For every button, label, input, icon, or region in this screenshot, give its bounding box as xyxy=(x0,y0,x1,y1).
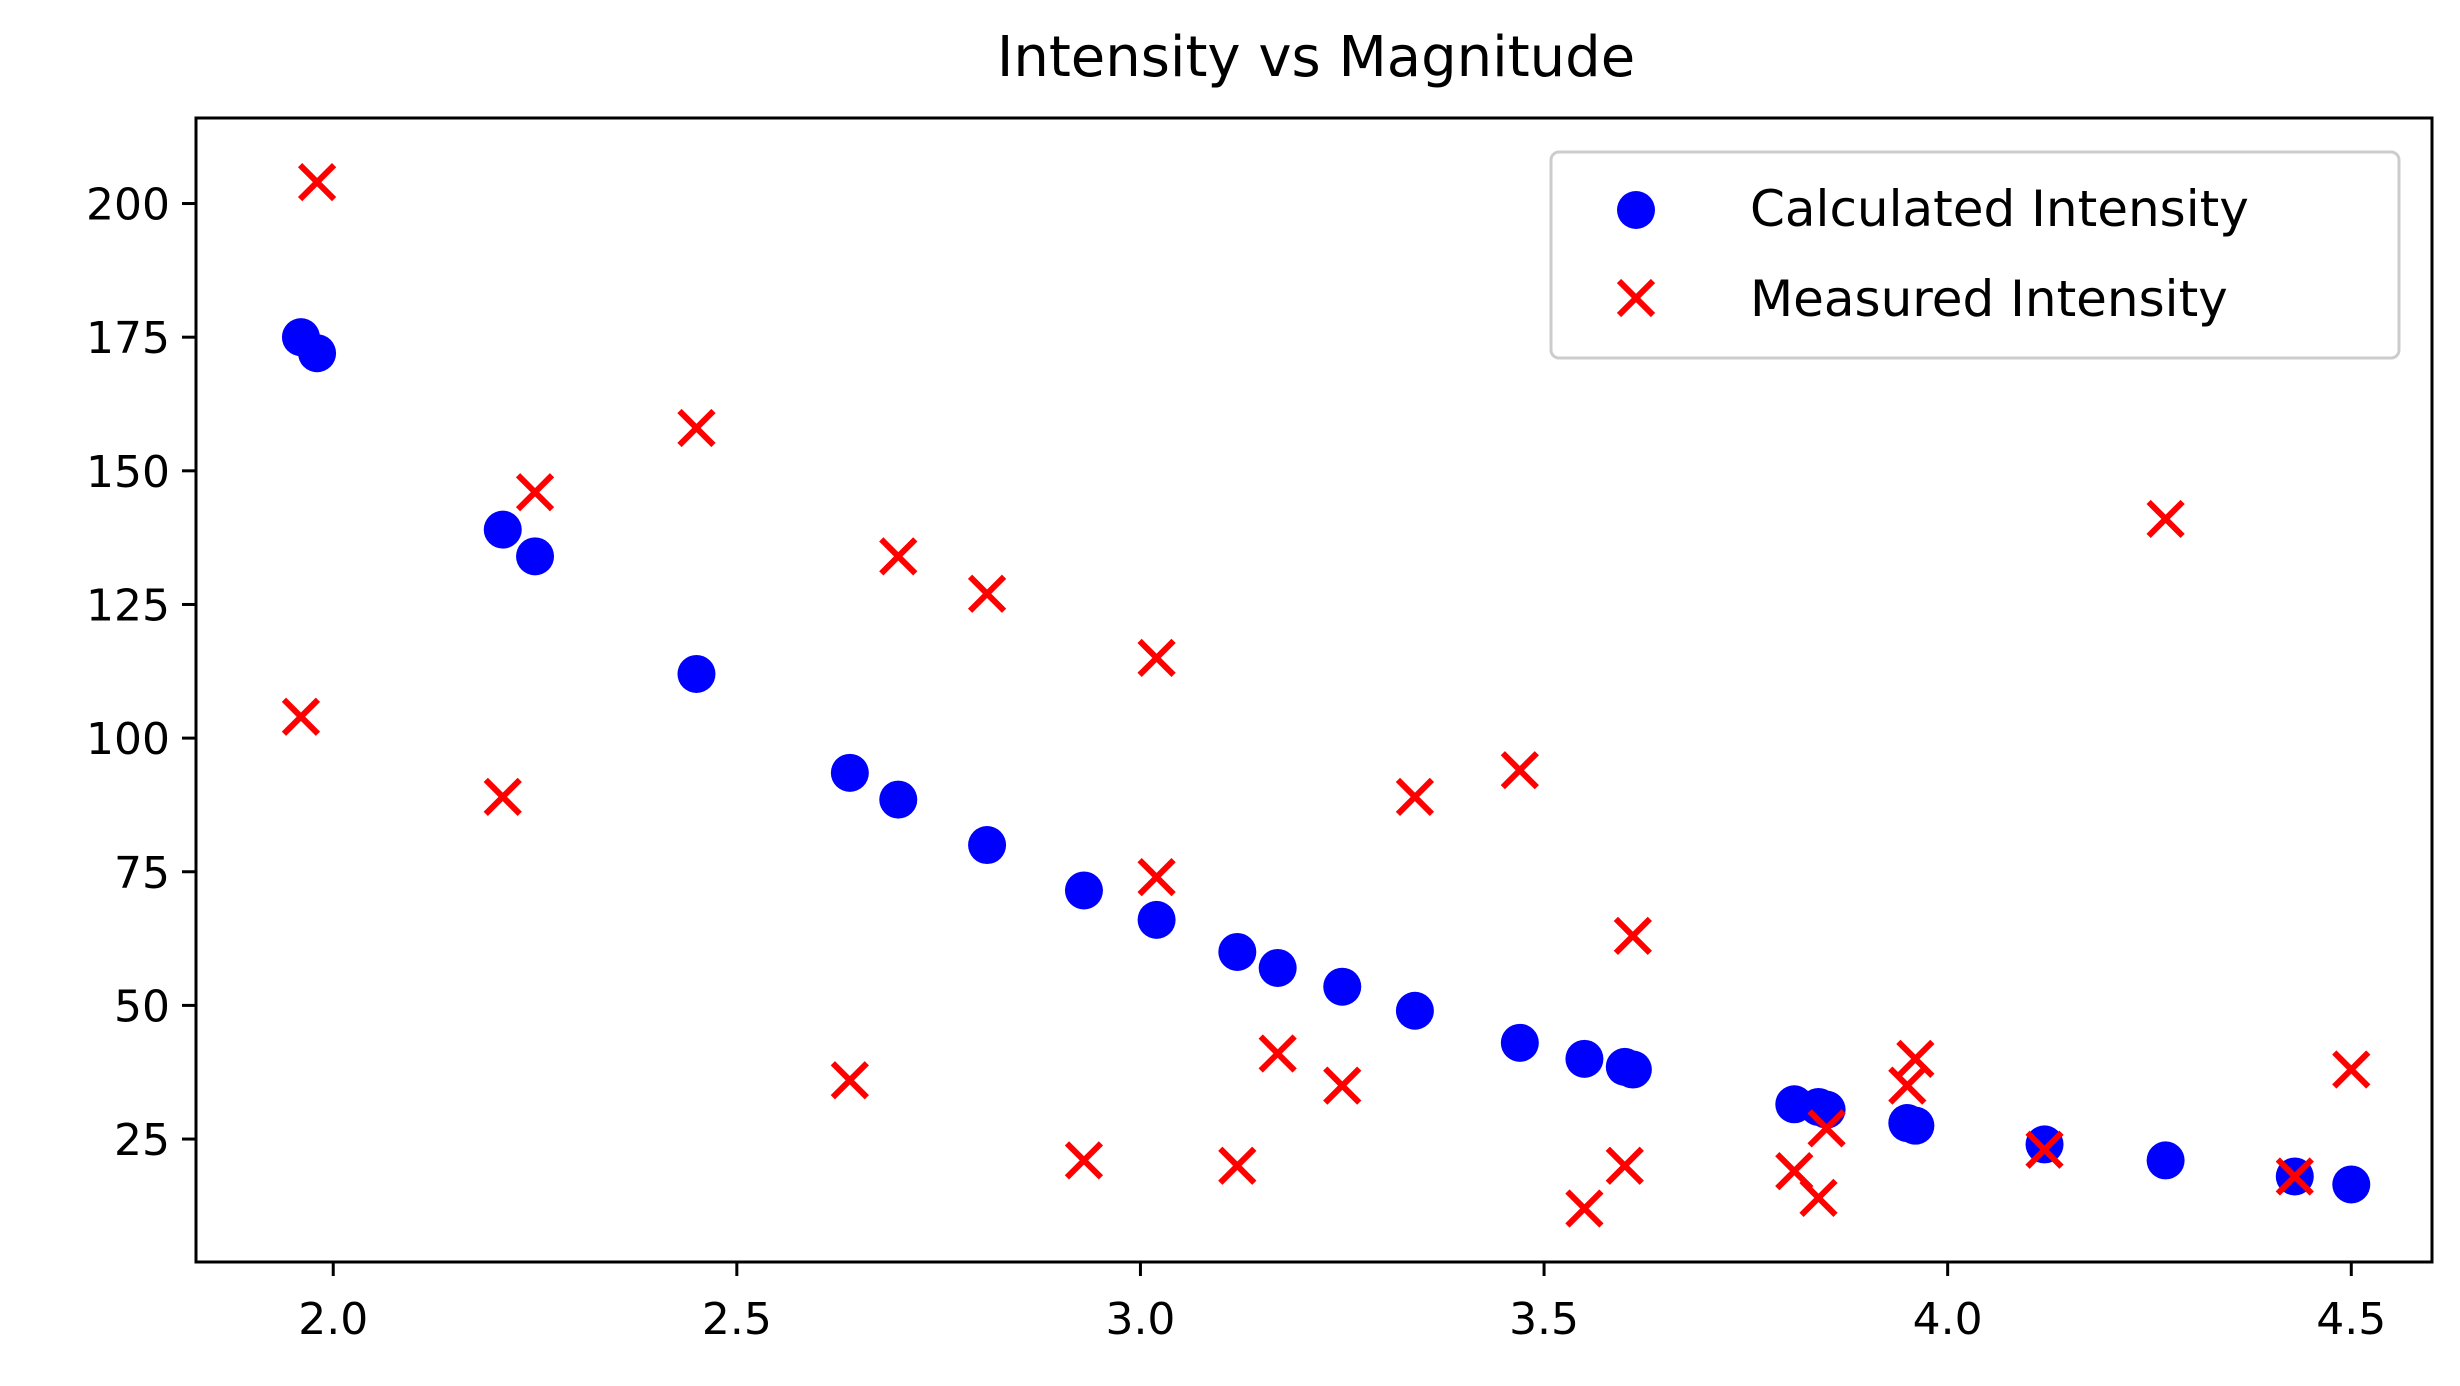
calculated-intensity-point xyxy=(1565,1039,1604,1078)
x-tick-label: 3.5 xyxy=(1509,1294,1579,1345)
calculated-intensity-point xyxy=(298,334,337,373)
measured-intensity-point xyxy=(1565,1189,1604,1228)
calculated-intensity-point xyxy=(1896,1106,1935,1145)
calculated-intensity-point xyxy=(516,537,555,576)
y-tick-label: 75 xyxy=(114,848,170,899)
measured-intensity-point xyxy=(2275,1157,2314,1196)
measured-intensity-point xyxy=(1064,1141,1104,1180)
legend: Calculated Intensity Measured Intensity xyxy=(1549,150,2401,360)
measured-intensity-point xyxy=(1799,1178,1838,1217)
measured-intensity-point xyxy=(1258,1034,1297,1073)
calculated-intensity-point xyxy=(879,780,918,819)
legend-box xyxy=(1549,150,2401,360)
measured-intensity-point xyxy=(1137,638,1176,678)
measured-intensity-point xyxy=(1218,1146,1257,1185)
calculated-intensity-point xyxy=(1323,967,1362,1006)
x-axis: 2.0 2.5 3.0 3.5 4.0 4.5 xyxy=(298,1262,2386,1345)
calculated-intensity-point xyxy=(1064,871,1103,910)
calculated-intensity-point xyxy=(483,510,522,549)
measured-intensity-point xyxy=(483,777,522,817)
plot-area xyxy=(281,163,2371,1228)
calculated-intensity-point xyxy=(1613,1050,1652,1089)
axes-frame xyxy=(194,116,2434,1264)
calculated-intensity-point xyxy=(1395,991,1434,1030)
x-tick-label: 4.0 xyxy=(1913,1294,1983,1345)
measured-intensity-point xyxy=(1395,777,1435,817)
measured-intensity-point xyxy=(1888,1066,1927,1105)
calculated-intensity-point xyxy=(2025,1125,2064,1164)
calculated-intensity-point xyxy=(1807,1090,1846,1129)
legend-marker-measured xyxy=(1616,278,1656,318)
y-tick-label: 125 xyxy=(86,580,170,631)
y-tick-label: 175 xyxy=(86,313,170,364)
calculated-intensity-point xyxy=(1258,948,1297,987)
measured-intensity-point xyxy=(879,537,918,576)
y-tick-label: 200 xyxy=(86,180,170,231)
measured-intensity-point xyxy=(281,697,321,736)
x-tick-label: 4.5 xyxy=(2316,1294,2386,1345)
calculated-intensity-point xyxy=(1137,900,1176,939)
y-tick-label: 100 xyxy=(86,714,170,765)
measured-intensity-point xyxy=(830,1061,869,1100)
measured-intensity-point xyxy=(1807,1109,1846,1148)
y-tick-label: 50 xyxy=(114,981,170,1032)
measured-intensity-point xyxy=(2146,499,2185,539)
measured-intensity-point xyxy=(1605,1146,1644,1185)
calculated-intensity-point xyxy=(830,753,869,792)
measured-intensity-point xyxy=(2025,1130,2064,1169)
x-tick-label: 3.0 xyxy=(1105,1294,1175,1345)
x-tick-label: 2.5 xyxy=(702,1294,772,1345)
calculated-intensity-point xyxy=(968,826,1007,865)
measured-intensity-point xyxy=(2332,1050,2371,1089)
measured-intensity-point xyxy=(515,473,555,512)
measured-intensity-point xyxy=(677,408,716,448)
measured-intensity-point xyxy=(297,163,337,202)
calculated-intensity-point xyxy=(1500,1023,1539,1062)
measured-intensity-point xyxy=(1323,1066,1362,1105)
y-tick-label: 25 xyxy=(114,1115,170,1166)
calculated-intensity-point xyxy=(1218,932,1257,971)
measured-intensity-point xyxy=(967,574,1007,613)
legend-label-calculated: Calculated Intensity xyxy=(1750,180,2249,238)
calculated-intensity-point xyxy=(677,654,716,693)
legend-label-measured: Measured Intensity xyxy=(1750,270,2228,328)
x-tick-label: 2.0 xyxy=(298,1294,368,1345)
legend-marker-calculated xyxy=(1617,191,1655,229)
measured-intensity-point xyxy=(1896,1039,1935,1078)
measured-intensity-point xyxy=(1137,857,1176,897)
measured-intensity-point xyxy=(1613,916,1652,956)
calculated-intensity-point xyxy=(2332,1165,2371,1204)
chart-title: Intensity vs Magnitude xyxy=(997,25,1635,90)
measured-intensity-point xyxy=(1500,751,1539,790)
calculated-intensity-point xyxy=(2146,1141,2185,1180)
y-axis: 25 50 75 100 125 150 175 200 xyxy=(86,180,196,1166)
y-tick-label: 150 xyxy=(86,447,170,498)
